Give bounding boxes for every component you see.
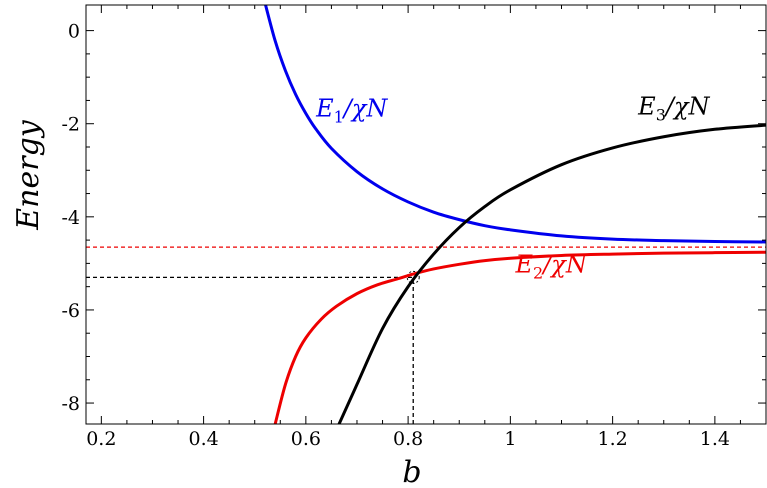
x-axis-title: b <box>402 455 421 488</box>
series-label-subscript: 3 <box>656 105 666 124</box>
y-tick-label: -4 <box>61 207 80 229</box>
y-tick-label: -6 <box>61 300 80 322</box>
reference-lines-layer <box>86 246 766 424</box>
series-label-e2: E2/χN <box>514 251 587 283</box>
series-label-e3: E3/χN <box>637 92 710 124</box>
labels-layer: 0.2 0.4 0.6 0.8 1 1.2 1.40-2-4-6-8E1/χNE2/χNE3… <box>61 21 729 450</box>
series-label-subscript: 2 <box>533 264 543 283</box>
x-tick-label: 1.4 <box>700 428 730 450</box>
plot-frame <box>85 4 767 425</box>
intersection-marker <box>406 270 420 284</box>
x-tick-label: 0.6 <box>291 428 321 450</box>
y-axis-title: Energy <box>11 119 46 231</box>
x-tick-label: 0.2 <box>86 428 116 450</box>
y-tick-label: 0 <box>68 21 80 43</box>
series-line-e1 <box>264 5 766 244</box>
series-line-e2 <box>273 250 766 424</box>
series-label-main: E <box>315 95 334 123</box>
series-line-e3 <box>337 123 766 424</box>
series-label-e1: E1/χN <box>315 95 388 127</box>
y-tick-label: -2 <box>61 114 80 136</box>
series-label-rest: /χN <box>664 92 711 120</box>
x-tick-label: 0.8 <box>393 428 423 450</box>
x-tick-label: 0.4 <box>188 428 218 450</box>
series-label-rest: /χN <box>342 95 389 123</box>
curves-layer <box>264 5 766 424</box>
series-label-subscript: 1 <box>334 108 344 127</box>
series-label-main: E <box>514 251 533 279</box>
ticks-layer <box>86 5 767 424</box>
series-label-rest: /χN <box>541 251 588 279</box>
y-tick-label: -8 <box>61 393 80 415</box>
x-tick-label: 1.2 <box>598 428 628 450</box>
x-tick-label: 1 <box>504 428 516 450</box>
series-label-main: E <box>637 92 656 120</box>
